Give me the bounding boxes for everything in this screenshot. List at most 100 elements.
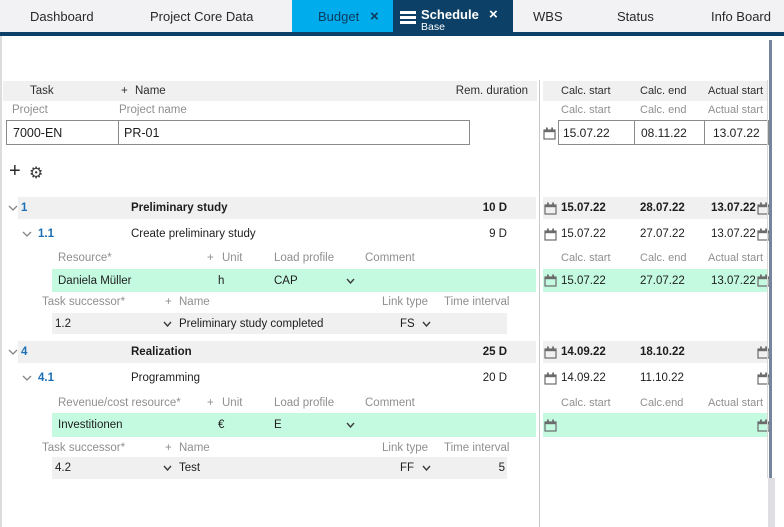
calendar-icon[interactable] <box>544 269 557 292</box>
task-row-4-1[interactable]: 4.1 Programming 20 D 14.09.22 11.10.22 <box>0 367 784 389</box>
collapse-chevron-icon[interactable] <box>22 367 32 389</box>
input-divider <box>118 121 119 144</box>
tab-status[interactable]: Status <box>617 8 654 24</box>
add-column-icon[interactable]: + <box>121 85 128 97</box>
load-profile-select[interactable]: E <box>274 419 282 431</box>
chevron-down-icon[interactable] <box>163 457 172 479</box>
calendar-icon[interactable] <box>544 341 557 363</box>
resource-name-field[interactable]: Daniela Müller <box>58 274 132 287</box>
calendar-icon[interactable] <box>543 120 556 146</box>
add-successor-icon[interactable]: + <box>165 295 172 308</box>
add-successor-icon[interactable]: + <box>165 441 172 454</box>
resource-calc-start[interactable]: 15.07.22 <box>561 274 606 287</box>
task-duration[interactable]: 20 D <box>482 372 507 384</box>
close-icon[interactable]: × <box>370 7 379 25</box>
successor-row[interactable]: 1.2 Preliminary study completed FS <box>0 313 784 334</box>
settings-button[interactable]: ⚙ <box>29 165 44 182</box>
project-dates-input[interactable]: 15.07.22 08.11.22 13.07.22 <box>558 120 769 145</box>
successor-row[interactable]: 4.2 Test FF 5 <box>0 457 784 479</box>
chevron-down-icon[interactable] <box>422 313 431 334</box>
task-duration[interactable]: 9 D <box>489 228 507 240</box>
task-duration[interactable]: 10 D <box>482 202 507 214</box>
resource-unit-field[interactable]: h <box>218 274 225 287</box>
tab-schedule-sublabel: Base <box>421 21 445 33</box>
link-type-select[interactable]: FS <box>400 317 415 330</box>
chevron-down-icon[interactable] <box>163 313 172 334</box>
col-header-load-profile: Load profile <box>274 251 335 264</box>
calendar-icon[interactable] <box>544 413 557 437</box>
tab-schedule[interactable]: Schedule × Base <box>393 0 513 36</box>
task-number: 4 <box>21 346 28 358</box>
chevron-down-icon[interactable] <box>422 457 431 479</box>
menu-icon[interactable] <box>400 11 416 24</box>
calendar-icon[interactable] <box>544 197 557 219</box>
task-name: Create preliminary study <box>131 228 256 240</box>
project-id-value[interactable]: 7000-EN <box>13 125 63 140</box>
calendar-icon[interactable] <box>544 367 557 389</box>
task-row-1[interactable]: 1 Preliminary study 10 D 15.07.22 28.07.… <box>0 197 784 219</box>
task-duration[interactable]: 25 D <box>482 346 507 358</box>
tab-budget[interactable]: Budget × <box>292 0 393 32</box>
resource-calc-end[interactable]: 27.07.22 <box>640 274 685 287</box>
collapse-chevron-icon[interactable] <box>8 197 18 219</box>
tab-budget-label[interactable]: Budget <box>318 8 360 24</box>
successor-header-row: Task successor* + Name Link type Time in… <box>0 293 784 310</box>
col-header-task-successor: Task successor* <box>42 441 126 454</box>
project-calc-start-value[interactable]: 15.07.22 <box>563 125 610 140</box>
add-task-button[interactable]: + <box>9 160 21 182</box>
resource-unit-field[interactable]: € <box>218 419 225 431</box>
task-row-4[interactable]: 4 Realization 25 D 14.09.22 18.10.22 <box>0 341 784 363</box>
tab-dashboard[interactable]: Dashboard <box>30 8 94 24</box>
label-calc-start: Calc. start <box>561 104 611 116</box>
col-header-calc-end: Calc. end <box>640 251 687 264</box>
successor-select[interactable]: 1.2 <box>55 317 71 330</box>
label-project-name: Project name <box>119 104 187 116</box>
task-calc-start[interactable]: 15.07.22 <box>561 228 606 240</box>
time-interval-field[interactable]: 5 <box>498 462 505 474</box>
col-header-unit: Unit <box>222 251 243 264</box>
collapse-chevron-icon[interactable] <box>22 223 32 245</box>
task-calc-end[interactable]: 11.10.22 <box>640 372 684 384</box>
task-calc-start[interactable]: 15.07.22 <box>561 202 606 214</box>
resource-row[interactable]: Daniela Müller h CAP 15.07.22 27.07.22 1… <box>0 269 784 292</box>
chevron-down-icon[interactable] <box>346 269 355 292</box>
chevron-down-icon[interactable] <box>346 413 355 437</box>
row-bg <box>543 197 767 219</box>
collapse-chevron-icon[interactable] <box>8 341 18 363</box>
project-name-value[interactable]: PR-01 <box>124 125 160 140</box>
col-header-calc-start: Calc. start <box>561 85 611 97</box>
scrollbar-thumb[interactable] <box>769 40 772 478</box>
task-calc-end[interactable]: 27.07.22 <box>640 228 685 240</box>
calendar-icon[interactable] <box>544 223 557 245</box>
col-header-calc-end: Calc.end <box>640 396 684 409</box>
task-calc-end[interactable]: 18.10.22 <box>640 346 685 358</box>
row-bg <box>52 313 507 334</box>
scrollbar-track[interactable] <box>768 478 775 527</box>
link-type-select[interactable]: FF <box>400 462 415 474</box>
tab-wbs[interactable]: WBS <box>533 8 563 24</box>
project-id-name-input[interactable]: 7000-EN PR-01 <box>6 120 470 145</box>
task-calc-end[interactable]: 28.07.22 <box>640 202 685 214</box>
resource-actual-start[interactable]: 13.07.22 <box>711 274 756 287</box>
revenue-row[interactable]: Investitionen € E <box>0 413 784 437</box>
task-calc-start[interactable]: 14.09.22 <box>561 372 606 384</box>
task-row-1-1[interactable]: 1.1 Create preliminary study 9 D 15.07.2… <box>0 223 784 245</box>
tab-project-core-data[interactable]: Project Core Data <box>150 8 254 24</box>
col-header-comment: Comment <box>365 396 415 409</box>
tab-bar: Dashboard Project Core Data Budget × Sch… <box>0 0 784 36</box>
close-icon[interactable]: × <box>489 5 498 23</box>
task-actual-start[interactable]: 13.07.22 <box>711 228 756 240</box>
successor-select[interactable]: 4.2 <box>55 462 71 474</box>
project-calc-end-value[interactable]: 08.11.22 <box>641 125 687 140</box>
project-label-row: Project Project name Calc. start Calc. e… <box>0 101 784 119</box>
project-actual-start-value[interactable]: 13.07.22 <box>713 125 760 140</box>
task-actual-start[interactable]: 13.07.22 <box>711 202 756 214</box>
add-resource-icon[interactable]: + <box>207 396 214 409</box>
tab-schedule-label: Schedule <box>421 6 479 22</box>
col-header-name: Name <box>179 295 210 308</box>
tab-info-board[interactable]: Info Board <box>711 8 771 24</box>
add-resource-icon[interactable]: + <box>207 251 214 264</box>
resource-name-field[interactable]: Investitionen <box>58 419 123 431</box>
load-profile-select[interactable]: CAP <box>274 274 298 287</box>
task-calc-start[interactable]: 14.09.22 <box>561 346 606 358</box>
